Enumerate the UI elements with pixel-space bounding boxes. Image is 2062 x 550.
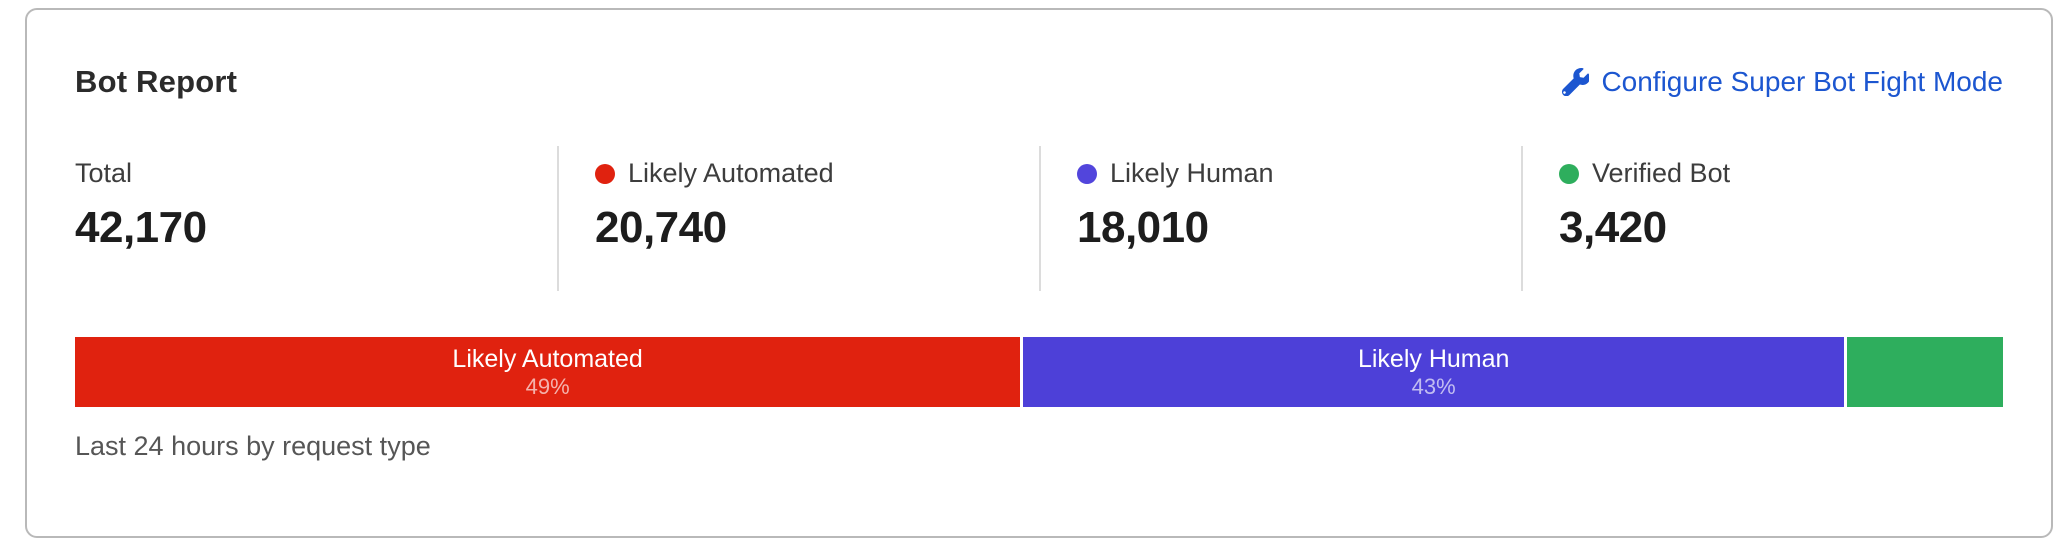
stat-verified-bot-label: Verified Bot xyxy=(1592,158,1731,188)
stat-total-label: Total xyxy=(75,158,133,188)
bar-segment-likely-human-label: Likely Human xyxy=(1357,345,1510,373)
legend-dot-verified-bot xyxy=(1559,163,1579,184)
stat-likely-human: Likely Human 18,010 xyxy=(1039,146,1521,291)
bar-segment-likely-human: Likely Human 43% xyxy=(1023,337,1845,407)
bot-distribution-stacked-bar: Likely Automated 49% Likely Human 43% xyxy=(75,337,2003,407)
configure-super-bot-fight-mode-link[interactable]: Configure Super Bot Fight Mode xyxy=(1561,66,2003,98)
stat-likely-automated-label: Likely Automated xyxy=(628,158,834,188)
card-header: Bot Report Configure Super Bot Fight Mod… xyxy=(75,64,2003,100)
bar-segment-verified-bot xyxy=(1847,337,2003,407)
bot-report-card: Bot Report Configure Super Bot Fight Mod… xyxy=(25,8,2053,538)
stat-likely-human-value: 18,010 xyxy=(1077,203,1209,252)
bar-segment-likely-automated: Likely Automated 49% xyxy=(75,337,1021,407)
stat-likely-automated-value: 20,740 xyxy=(595,203,727,252)
bar-segment-likely-automated-label: Likely Automated xyxy=(452,345,643,373)
configure-link-label: Configure Super Bot Fight Mode xyxy=(1601,66,2003,97)
stat-likely-automated: Likely Automated 20,740 xyxy=(557,146,1039,291)
stat-total-value: 42,170 xyxy=(75,203,207,252)
stats-row: Total 42,170 Likely Automated 20,740 Lik… xyxy=(75,146,2003,291)
legend-dot-likely-automated xyxy=(595,163,615,184)
stat-verified-bot: Verified Bot 3,420 xyxy=(1521,146,2003,291)
card-title: Bot Report xyxy=(75,64,238,99)
bar-segment-likely-automated-percent: 49% xyxy=(525,374,570,399)
wrench-icon xyxy=(1561,68,1590,96)
stat-total: Total 42,170 xyxy=(75,146,557,291)
stat-verified-bot-value: 3,420 xyxy=(1559,203,1667,252)
bar-segment-likely-human-percent: 43% xyxy=(1411,374,1456,399)
stat-likely-human-label: Likely Human xyxy=(1110,158,1274,188)
time-range-caption: Last 24 hours by request type xyxy=(75,431,431,461)
legend-dot-likely-human xyxy=(1077,163,1097,184)
